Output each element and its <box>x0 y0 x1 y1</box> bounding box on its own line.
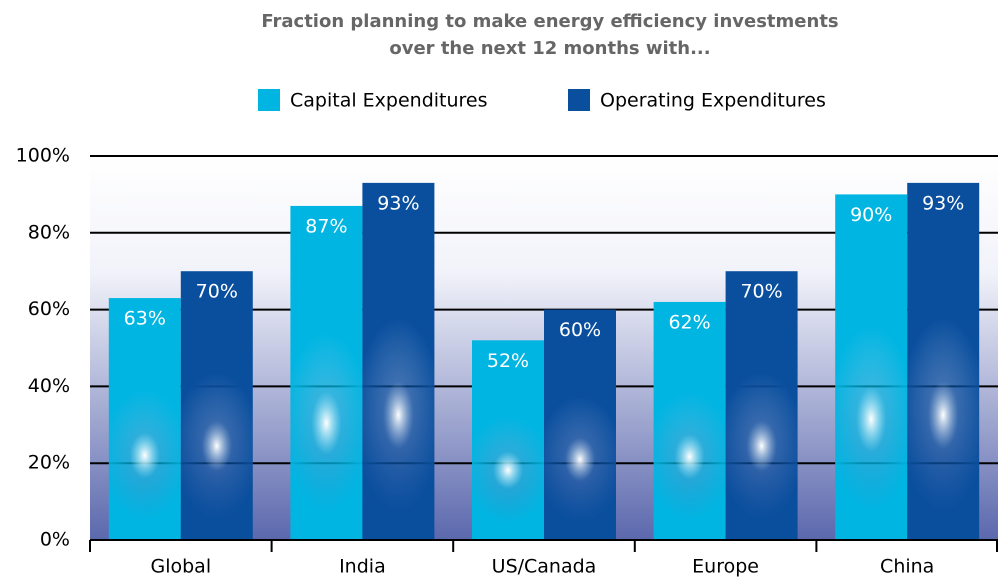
x-tick-label: India <box>339 556 386 578</box>
y-tick-label: 80% <box>28 221 70 243</box>
bar <box>725 271 798 540</box>
value-label: 87% <box>305 215 347 237</box>
value-label: 70% <box>740 281 782 303</box>
value-label: 60% <box>559 319 601 341</box>
chart-title: over the next 12 months with... <box>389 38 710 59</box>
y-tick-label: 100% <box>16 145 70 167</box>
x-tick-label: Global <box>150 556 211 578</box>
x-tick-label: China <box>880 556 934 578</box>
bar <box>290 205 363 541</box>
bar <box>472 340 544 540</box>
bar <box>362 182 435 540</box>
value-label: 63% <box>124 308 166 330</box>
bar <box>180 271 253 540</box>
value-label: 90% <box>850 204 892 226</box>
y-tick-label: 60% <box>28 298 70 320</box>
bar <box>108 298 181 540</box>
bar <box>835 194 908 540</box>
value-label: 70% <box>196 281 238 303</box>
bar <box>907 182 980 540</box>
x-tick-label: Europe <box>692 556 759 578</box>
value-label: 52% <box>487 350 529 372</box>
y-tick-label: 40% <box>28 375 70 397</box>
value-label: 62% <box>668 311 710 333</box>
chart-title: Fraction planning to make energy efficie… <box>261 11 838 32</box>
y-tick-label: 20% <box>28 452 70 474</box>
legend-swatch <box>568 89 590 111</box>
y-tick-label: 0% <box>40 529 70 551</box>
legend-swatch <box>258 89 280 111</box>
value-label: 93% <box>377 192 419 214</box>
legend-label: Operating Expenditures <box>600 90 826 112</box>
x-tick-label: US/Canada <box>492 556 597 578</box>
legend-label: Capital Expenditures <box>290 90 488 112</box>
bar <box>653 301 726 540</box>
value-label: 93% <box>922 192 964 214</box>
bar <box>544 309 616 540</box>
